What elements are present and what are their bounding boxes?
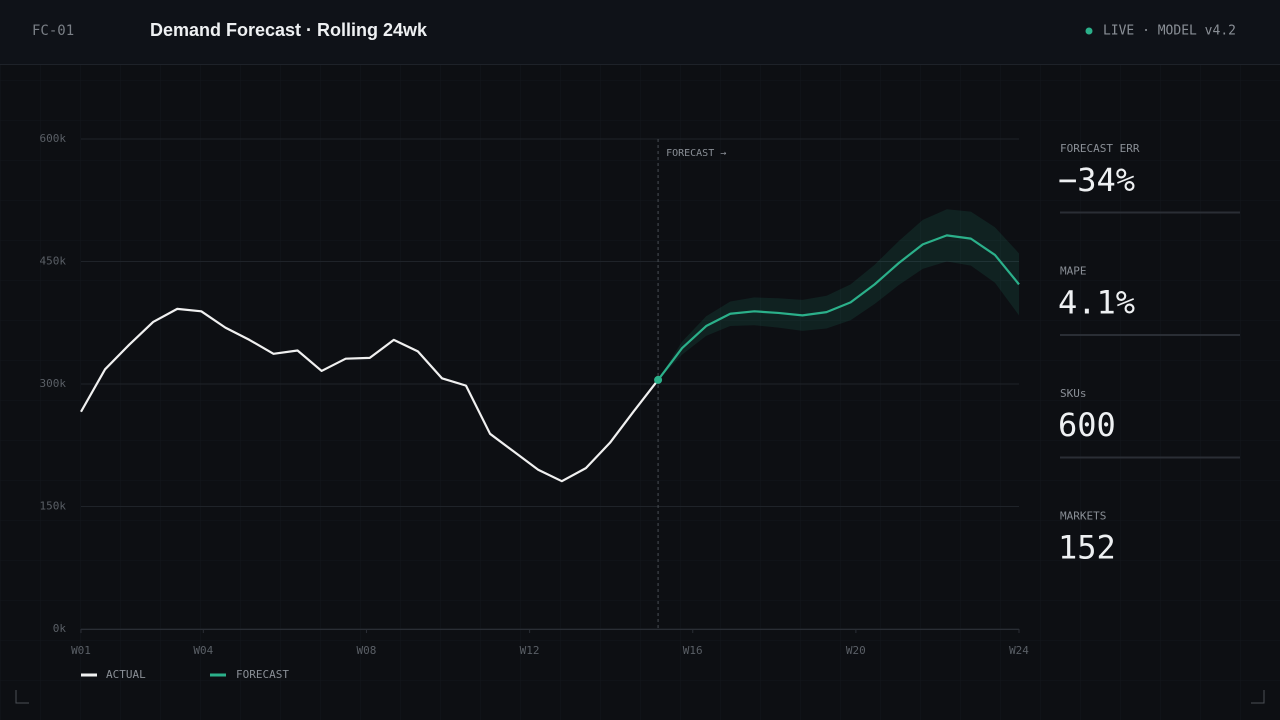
legend-label: FORECAST: [236, 668, 289, 681]
stat-label: MAPE: [1060, 265, 1087, 278]
y-tick-label: 450k: [40, 255, 67, 268]
corner-bracket: [15, 690, 29, 704]
confidence-band: [658, 209, 1019, 380]
y-tick-label: 150k: [40, 500, 67, 513]
header-bar: [0, 0, 1280, 64]
panel-id: FC-01: [32, 23, 74, 39]
x-tick-label: W12: [520, 644, 540, 657]
stat-value: 600: [1058, 406, 1116, 444]
forecast-start-point: [654, 375, 663, 384]
x-tick-label: W20: [846, 644, 866, 657]
x-tick-label: W08: [357, 644, 377, 657]
chart-title: Demand Forecast · Rolling 24wk: [150, 20, 428, 40]
stat-value: 4.1%: [1058, 284, 1135, 322]
series-line: [80, 307, 659, 483]
x-tick-label: W04: [193, 644, 213, 657]
stat-label: SKUs: [1060, 387, 1087, 400]
legend-label: ACTUAL: [106, 668, 146, 681]
y-tick-label: 300k: [40, 377, 67, 390]
corner-bracket: [1251, 690, 1265, 704]
stat-label: FORECAST ERR: [1060, 142, 1140, 155]
stats-panel: FORECAST ERR −34% MAPE 4.1% SKUs 600 MARKETS 15…: [1058, 142, 1240, 567]
forecast-annotation: FORECAST →: [666, 148, 726, 159]
live-dot: [1085, 27, 1093, 35]
x-tick-label: W24: [1009, 644, 1029, 657]
y-tick-label: 600k: [40, 132, 67, 145]
status: LIVE · MODEL v4.2: [1103, 24, 1236, 39]
stat-value: −34%: [1058, 161, 1135, 199]
x-tick-label: W16: [683, 644, 703, 657]
stat-value: 152: [1058, 529, 1116, 567]
stat-label: MARKETS: [1060, 510, 1106, 523]
y-tick-label: 0k: [53, 622, 67, 635]
x-tick-label: W01: [71, 644, 91, 657]
series-line: [657, 234, 1020, 381]
chart: 0k 150k 300k 450k 600k W01 W04 W08 W12 W16 W20 W24 F…: [40, 132, 1030, 681]
